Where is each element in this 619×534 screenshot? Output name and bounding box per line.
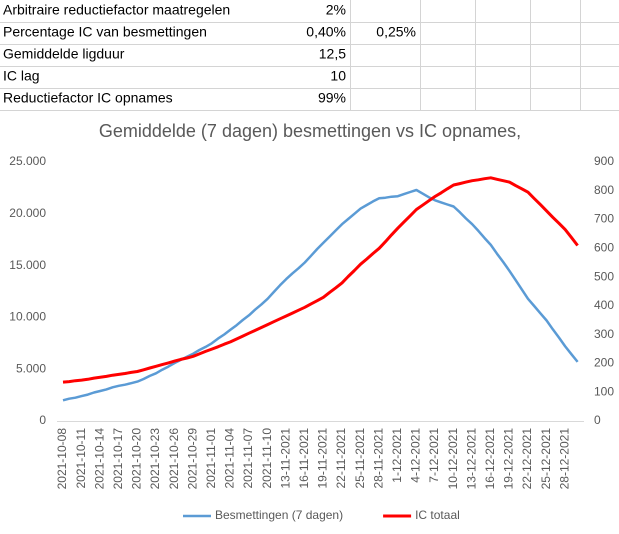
x-tick-label: 19-11-2021 [316,428,330,489]
x-tick-label: 28-11-2021 [371,428,385,489]
y-tick-label: 10.000 [9,310,46,324]
y-tick-label: 5.000 [16,361,46,375]
x-tick-label: 13-11-2021 [278,428,292,489]
cell: Reductiefactor IC opnames [3,90,173,106]
y2-tick-label: 0 [594,413,601,427]
cell: 0,25% [376,24,416,40]
x-tick-label: 22-12-2021 [520,428,534,490]
cell: IC lag [3,68,40,84]
x-tick-label: 2021-10-29 [185,428,199,490]
cell: 2% [326,2,346,18]
x-tick-label: 7-12-2021 [427,428,441,483]
cell: 0,40% [306,24,346,40]
x-tick-label: 22-11-2021 [334,428,348,489]
series-line [62,176,579,384]
x-tick-label: 25-12-2021 [539,428,553,490]
legend-label: Besmettingen (7 dagen) [215,508,343,522]
chart-title: Gemiddelde (7 dagen) besmettingen vs IC … [99,121,521,141]
cell: Arbitraire reductiefactor maatregelen [3,2,230,18]
x-tick-label: 16-11-2021 [297,428,311,489]
x-tick-label: 25-11-2021 [353,428,367,489]
x-tick-label: 28-12-2021 [557,428,571,490]
y-tick-label: 20.000 [9,206,46,220]
cell: 12,5 [319,46,346,62]
sheet-grid [0,0,619,111]
x-tick-label: 4-12-2021 [409,428,423,483]
x-tick-label: 2021-10-20 [130,428,144,490]
x-tick-label: 2021-11-04 [223,428,237,489]
y2-tick-label: 300 [594,327,614,341]
x-tick-label: 2021-11-10 [260,428,274,489]
y2-tick-label: 500 [594,269,614,283]
y2-tick-label: 200 [594,356,614,370]
y-tick-label: 25.000 [9,154,46,168]
x-tick-label: 1-12-2021 [390,428,404,483]
x-tick-label: 2021-10-11 [74,428,88,489]
x-tick-label: 2021-10-26 [167,428,181,490]
x-tick-label: 2021-10-23 [148,428,162,490]
x-tick-label: 2021-11-01 [204,428,218,489]
cell: 99% [318,90,346,106]
x-tick-label: 2021-10-17 [111,428,125,490]
y2-tick-label: 600 [594,241,614,255]
y-tick-label: 0 [39,413,46,427]
x-tick-label: 10-12-2021 [446,428,460,490]
x-tick-label: 19-12-2021 [502,428,516,490]
cell: Gemiddelde ligduur [3,46,125,62]
x-tick-label: 13-12-2021 [464,428,478,490]
y2-tick-label: 100 [594,384,614,398]
x-tick-label: 2021-10-14 [92,428,106,490]
x-tick-label: 2021-11-07 [241,428,255,489]
y2-tick-label: 700 [594,212,614,226]
x-tick-label: 2021-10-08 [55,428,69,490]
y2-tick-label: 900 [594,154,614,168]
series-line [62,188,579,402]
cell: Percentage IC van besmettingen [3,24,207,40]
x-tick-label: 16-12-2021 [483,428,497,490]
y2-tick-label: 800 [594,183,614,197]
legend-label: IC totaal [415,508,460,522]
cell: 10 [330,68,346,84]
y-tick-label: 15.000 [9,258,46,272]
y2-tick-label: 400 [594,298,614,312]
